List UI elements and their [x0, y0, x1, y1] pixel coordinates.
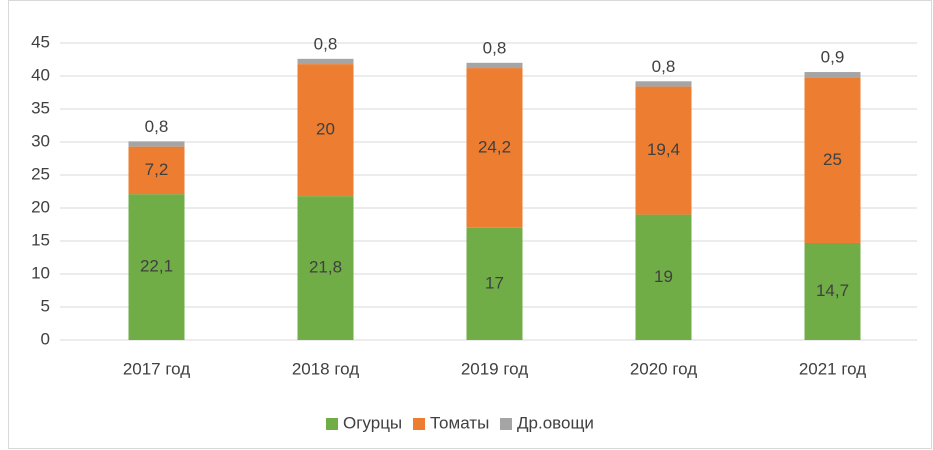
data-label: 0,8: [652, 57, 676, 76]
bar-segment: [128, 141, 185, 147]
x-tick-label: 2017 год: [123, 359, 190, 378]
bar-segment: [635, 86, 692, 215]
data-label: 14,7: [816, 281, 849, 300]
y-tick-label: 40: [31, 65, 50, 84]
data-label: 0,8: [145, 117, 169, 136]
bar-segment: [297, 196, 354, 340]
bar-segment: [128, 194, 185, 340]
data-label: 20: [316, 120, 335, 139]
y-tick-label: 35: [31, 98, 50, 117]
y-tick-label: 30: [31, 131, 50, 150]
y-tick-label: 25: [31, 164, 50, 183]
bar-segment: [128, 146, 185, 195]
legend-label: Др.овощи: [517, 413, 594, 432]
x-tick-label: 2019 год: [461, 359, 528, 378]
bar-segment: [804, 77, 861, 243]
bar-segment: [804, 72, 861, 78]
bar-segment: [466, 62, 523, 69]
x-tick-label: 2020 год: [630, 359, 697, 378]
y-tick-label: 15: [31, 230, 50, 249]
data-label: 7,2: [145, 160, 169, 179]
bar-segment: [635, 214, 692, 340]
x-tick-label: 2018 год: [292, 359, 359, 378]
bar-segment: [297, 64, 354, 197]
y-tick-label: 20: [31, 197, 50, 216]
legend-swatch: [326, 418, 338, 430]
y-tick-label: 45: [31, 32, 50, 51]
y-tick-label: 5: [41, 296, 50, 315]
legend-label: Томаты: [430, 413, 489, 432]
data-label: 19,4: [647, 140, 680, 159]
bar-segment: [466, 68, 523, 228]
data-label: 25: [823, 150, 842, 169]
data-label: 21,8: [309, 258, 342, 277]
bar-segment: [804, 242, 861, 340]
y-tick-label: 0: [41, 329, 50, 348]
data-label: 22,1: [140, 257, 173, 276]
data-label: 0,8: [483, 38, 507, 57]
data-label: 24,2: [478, 137, 511, 156]
bar-segment: [635, 81, 692, 87]
data-label: 0,9: [821, 48, 845, 67]
bar-segment: [297, 58, 354, 65]
legend-label: Огурцы: [343, 413, 402, 432]
x-tick-label: 2021 год: [799, 359, 866, 378]
legend-swatch: [500, 418, 512, 430]
data-label: 0,8: [314, 34, 338, 53]
legend-swatch: [413, 418, 425, 430]
bar-segment: [466, 227, 523, 340]
data-label: 17: [485, 273, 504, 292]
data-label: 19: [654, 267, 673, 286]
y-tick-label: 10: [31, 263, 50, 282]
